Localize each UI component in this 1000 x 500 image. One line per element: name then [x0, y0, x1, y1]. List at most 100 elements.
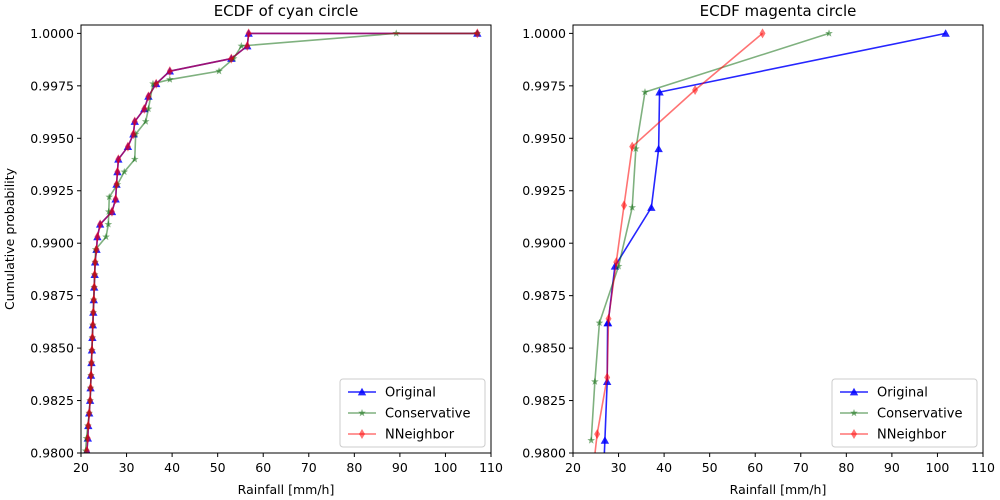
triangle-marker [647, 203, 656, 211]
legend: Original Conservative NNeighbor [831, 378, 978, 448]
star-marker [358, 409, 366, 417]
diamond-marker [88, 357, 95, 368]
diamond-marker [605, 313, 612, 324]
chart-magenta-circle: ECDF magenta circle Rainfall [mm/h] 20 30… [522, 2, 995, 499]
diamond-marker [124, 141, 131, 152]
diamond-marker [613, 257, 620, 268]
y-ticks: 0.9800 0.9825 0.9850 0.9875 0.9900 0.9925 0.99… [522, 26, 573, 461]
legend-entry-original: Original [348, 386, 436, 401]
y-ticks: 0.9800 0.9825 0.9850 0.9875 0.9900 0.9925 0.99… [30, 26, 81, 461]
diamond-marker [474, 28, 481, 39]
diamond-marker [112, 194, 119, 205]
triangle-marker [357, 387, 367, 396]
y-tick-label: 0.9925 [522, 183, 566, 198]
x-tick-label: 20 [73, 460, 89, 475]
diamond-marker [141, 103, 148, 114]
series-nneighbor [594, 28, 766, 453]
diamond-marker [228, 53, 235, 64]
diamond-marker [153, 78, 160, 89]
star-marker [102, 232, 110, 241]
diamond-marker [97, 219, 104, 230]
triangle-marker [598, 491, 606, 499]
chart-title: ECDF of cyan circle [214, 2, 359, 20]
diamond-marker [86, 408, 93, 419]
y-tick-label: 0.9950 [522, 131, 566, 146]
diamond-marker [621, 200, 628, 211]
y-tick-label: 0.9925 [30, 183, 74, 198]
star-marker [587, 436, 596, 444]
diamond-marker [89, 332, 96, 343]
diamond-marker [94, 231, 101, 242]
diamond-marker [131, 116, 138, 127]
diamond-marker [84, 433, 91, 444]
diamond-marker [88, 345, 95, 356]
x-tick-label: 80 [346, 460, 362, 475]
diamond-marker [91, 269, 98, 280]
legend-label: Conservative [385, 407, 470, 422]
legend-label: Original [877, 386, 928, 401]
triangle-marker [849, 387, 859, 396]
diamond-marker [91, 282, 98, 293]
chart-title: ECDF magenta circle [700, 2, 857, 20]
y-tick-label: 0.9800 [522, 446, 566, 461]
x-tick-label: 50 [702, 460, 718, 475]
diamond-marker [166, 66, 173, 77]
axes-frame [572, 24, 984, 454]
triangle-marker [655, 87, 664, 96]
y-tick-label: 0.9900 [30, 236, 74, 251]
diamond-marker [108, 206, 115, 217]
legend: Original Conservative NNeighbor [339, 378, 486, 448]
axes-frame [80, 24, 492, 454]
x-axis-label: Rainfall [mm/h] [730, 482, 827, 497]
diamond-marker [93, 244, 100, 255]
x-tick-label: 40 [164, 460, 180, 475]
diamond-marker [629, 141, 636, 152]
legend-entry-conservative: Conservative [840, 407, 962, 422]
star-marker [850, 409, 858, 417]
legend-entry-nneighbor: NNeighbor [348, 428, 455, 443]
star-marker [104, 207, 113, 215]
x-tick-label: 60 [747, 460, 763, 475]
x-ticks: 20 30 40 50 60 70 80 90 100 110 [565, 453, 995, 475]
star-marker [149, 79, 157, 87]
legend-box [831, 378, 978, 448]
diamond-marker [90, 294, 97, 305]
y-tick-label: 0.9900 [522, 236, 566, 251]
diamond-marker [130, 129, 137, 140]
diamond-marker [114, 166, 121, 177]
diamond-marker [245, 28, 252, 39]
plot-area [81, 28, 482, 453]
diamond-marker [244, 40, 251, 51]
legend-label: NNeighbor [877, 428, 947, 443]
x-tick-label: 100 [926, 460, 950, 475]
x-tick-label: 70 [793, 460, 809, 475]
diamond-marker [85, 420, 92, 431]
x-axis-label: Rainfall [mm/h] [238, 482, 335, 497]
star-marker [141, 117, 150, 125]
y-tick-label: 0.9825 [30, 393, 74, 408]
y-axis-label: Cumulative probability [2, 167, 17, 310]
x-tick-label: 30 [119, 460, 135, 475]
x-ticks: 20 30 40 50 60 70 80 90 100 110 [73, 453, 503, 475]
star-marker [628, 203, 637, 211]
x-tick-label: 90 [884, 460, 900, 475]
star-marker [591, 377, 599, 385]
y-tick-label: 0.9800 [30, 446, 74, 461]
diamond-marker [92, 257, 99, 268]
x-tick-label: 60 [255, 460, 271, 475]
x-tick-label: 100 [434, 460, 458, 475]
y-tick-label: 0.9875 [30, 288, 74, 303]
y-tick-label: 1.0000 [30, 26, 74, 41]
diamond-marker [594, 429, 601, 440]
diamond-marker [604, 372, 611, 383]
diamond-marker [87, 395, 94, 406]
star-marker [120, 167, 129, 176]
star-marker [166, 75, 174, 83]
series-line [590, 32, 830, 441]
diamond-marker [87, 382, 94, 393]
legend-entry-conservative: Conservative [348, 407, 470, 422]
x-tick-label: 80 [838, 460, 854, 475]
triangle-marker [654, 144, 663, 153]
series-conservative [587, 29, 833, 444]
diamond-marker [88, 370, 95, 381]
